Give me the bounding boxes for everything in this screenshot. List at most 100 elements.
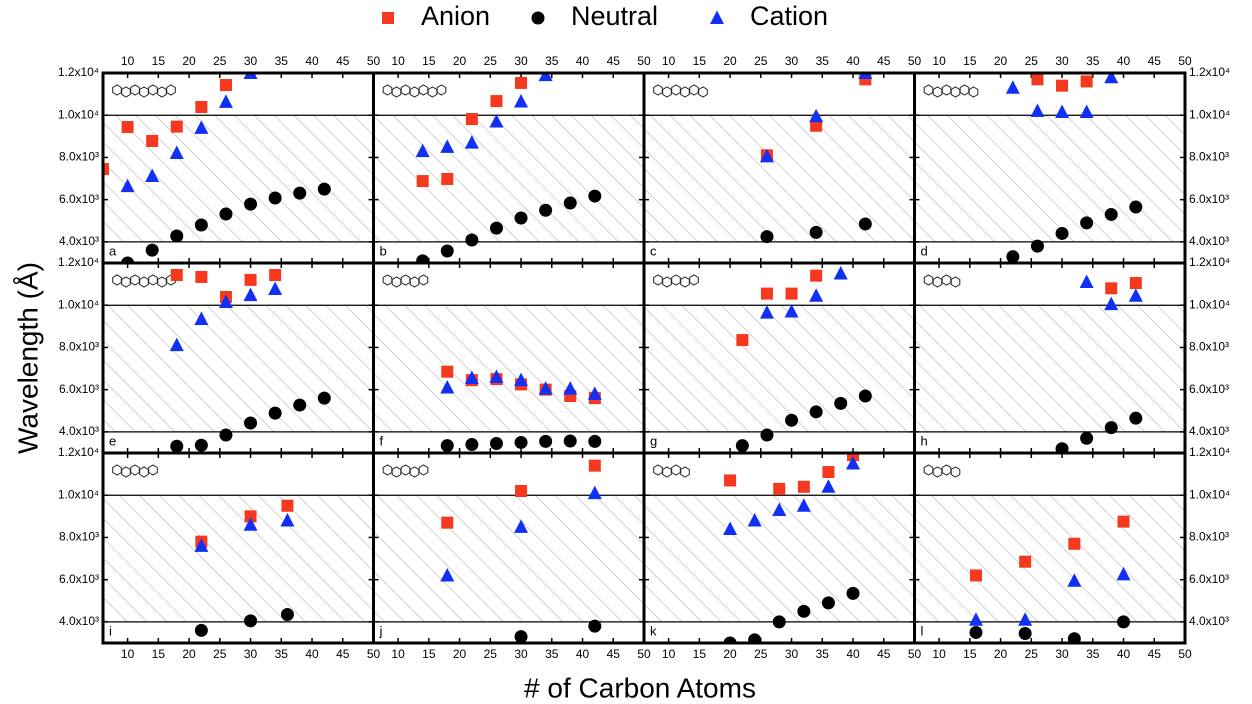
shaded-band (373, 115, 644, 242)
marker-triangle (1018, 612, 1033, 626)
marker-circle (170, 439, 184, 453)
x-tick-label: 25 (1025, 54, 1039, 68)
y-tick-label: 6.0x10³ (59, 382, 99, 396)
molecule-icon (112, 464, 122, 476)
marker-square (810, 119, 823, 132)
molecule-icon (662, 466, 672, 478)
marker-triangle (1128, 288, 1143, 302)
points (440, 365, 602, 453)
panel-label: f (380, 433, 384, 448)
marker-square (195, 270, 208, 283)
molecule-icon (968, 86, 979, 98)
x-tick-label: 45 (336, 54, 350, 68)
marker-circle (539, 434, 553, 448)
shaded-band (373, 495, 644, 622)
marker-triangle (846, 456, 861, 470)
shaded-band (644, 115, 915, 242)
marker-circle (194, 438, 208, 452)
molecule-icon (671, 84, 681, 96)
x-tick-label: 10 (121, 647, 135, 661)
molecule-icon (689, 274, 699, 286)
marker-triangle (1079, 274, 1094, 288)
marker-circle (797, 604, 811, 618)
points (440, 459, 602, 643)
x-tick-label: 10 (932, 647, 946, 661)
marker-circle (440, 244, 454, 258)
y-tick-label: 1.2x10⁴ (58, 255, 99, 269)
marker-circle (293, 398, 307, 412)
shaded-band (103, 305, 374, 432)
marker-circle (121, 256, 135, 263)
molecule-icon (959, 84, 970, 96)
x-tick-label: 25 (213, 54, 227, 68)
x-tick-label: 15 (422, 647, 436, 661)
molecule-icon (698, 86, 708, 98)
molecule-icon (112, 274, 122, 286)
marker-circle (723, 636, 737, 643)
legend-label: Cation (750, 1, 828, 31)
x-tick-label: 20 (994, 647, 1008, 661)
marker-square (797, 480, 810, 493)
molecule-icon (148, 274, 158, 286)
molecule-icon (941, 464, 952, 476)
x-tick-label: 25 (484, 647, 498, 661)
marker-circle (858, 217, 872, 231)
y-tick-label: 8.0x10³ (59, 340, 99, 354)
marker-square (773, 482, 786, 495)
marker-triangle (968, 612, 983, 626)
x-tick-label: 25 (754, 647, 768, 661)
shaded-band (914, 115, 1185, 242)
marker-circle (1055, 226, 1069, 240)
panel-label: k (650, 623, 657, 638)
panel-label: d (921, 243, 928, 258)
x-tick-label: 30 (514, 54, 528, 68)
y-tick-label: 4.0x10³ (59, 614, 99, 628)
molecule-icon (400, 464, 411, 476)
molecule-icon (653, 274, 663, 286)
marker-triangle (809, 108, 824, 123)
marker-triangle (464, 135, 479, 149)
x-tick-label: 40 (305, 54, 319, 68)
marker-circle (514, 630, 528, 643)
molecule-icon (139, 86, 149, 98)
x-tick-label: 15 (963, 54, 977, 68)
points (1055, 274, 1143, 453)
panel-label: e (109, 433, 116, 448)
marker-triangle (1005, 80, 1020, 94)
marker-triangle (243, 287, 258, 302)
molecule-icon (391, 86, 402, 98)
marker-square (810, 269, 823, 282)
panel-label: j (379, 623, 383, 638)
marker-circle (748, 633, 762, 643)
molecule-icon (157, 86, 167, 98)
molecule-icon (382, 464, 393, 476)
marker-circle (293, 186, 307, 200)
marker-triangle (194, 538, 209, 552)
marker-circle (1080, 216, 1094, 230)
panel-label: h (921, 433, 928, 448)
marker-square (969, 569, 982, 582)
panel-label: g (650, 433, 657, 448)
molecule-icon (653, 84, 663, 96)
marker-circle (317, 182, 331, 196)
y-tick-label: 8.0x10³ (59, 530, 99, 544)
x-tick-label: 45 (877, 54, 891, 68)
x-tick-label: 35 (545, 647, 559, 661)
x-tick-label: 15 (693, 647, 707, 661)
marker-square (103, 163, 109, 176)
x-tick-label: 35 (275, 647, 289, 661)
marker-triangle (243, 517, 258, 531)
marker-triangle (218, 94, 233, 108)
marker-circle (1129, 411, 1143, 425)
x-tick-label: 50 (908, 647, 922, 661)
x-tick-label: 20 (723, 647, 737, 661)
marker-circle (489, 221, 503, 235)
marker-triangle (415, 143, 430, 158)
y-tick-label: 4.0x10³ (59, 234, 99, 248)
x-tick-label: 50 (1178, 647, 1192, 661)
marker-square (1117, 515, 1130, 528)
marker-circle (809, 225, 823, 239)
marker-triangle (169, 145, 184, 160)
molecule-icon (382, 274, 393, 286)
x-tick-label: 30 (785, 54, 799, 68)
